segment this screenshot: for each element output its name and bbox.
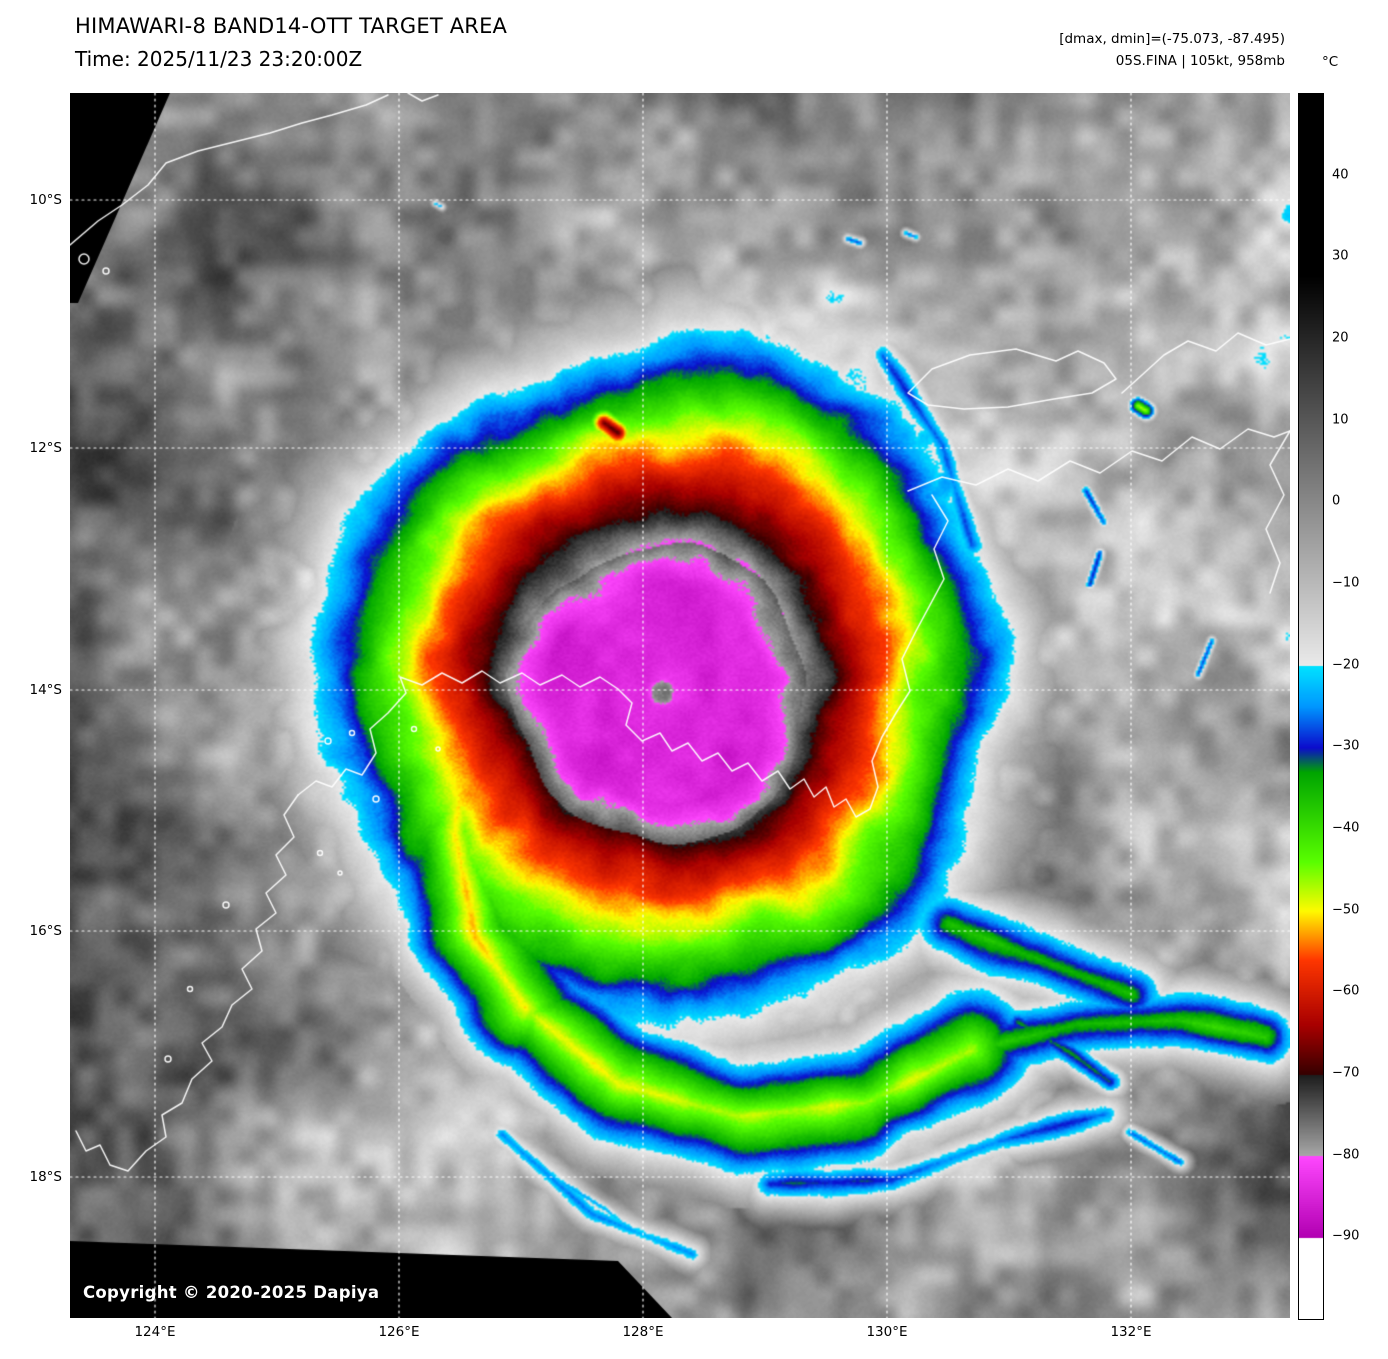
latitude-tick-label: 12°S	[29, 440, 63, 456]
colorbar-tick-label: −60	[1332, 983, 1360, 999]
dmax-dmin-label: [dmax, dmin]=(-75.073, -87.495)	[1059, 31, 1285, 47]
colorbar-tick-label: 40	[1332, 167, 1349, 183]
colorbar-tick-label: 20	[1332, 330, 1349, 346]
colorbar-unit-label: °C	[1322, 54, 1339, 70]
colorbar-tick-label: 30	[1332, 248, 1349, 264]
longitude-tick-label: 130°E	[866, 1324, 908, 1340]
product-title: HIMAWARI-8 BAND14-OTT TARGET AREA	[75, 14, 508, 38]
colorbar-tick-label: −70	[1332, 1065, 1360, 1081]
satellite-image-canvas	[70, 93, 1290, 1318]
latitude-tick-label: 14°S	[29, 682, 63, 698]
colorbar-gradient-canvas	[1299, 94, 1323, 1319]
annotation-block: [dmax, dmin]=(-75.073, -87.495) 05S.FINA…	[1059, 28, 1285, 72]
latitude-tick-label: 10°S	[29, 192, 63, 208]
longitude-tick-label: 126°E	[378, 1324, 420, 1340]
longitude-tick-label: 124°E	[134, 1324, 176, 1340]
colorbar-tick-label: −90	[1332, 1228, 1360, 1244]
longitude-tick-label: 128°E	[622, 1324, 664, 1340]
temperature-colorbar	[1298, 93, 1324, 1320]
colorbar-tick-label: 0	[1332, 493, 1341, 509]
colorbar-tick-label: −50	[1332, 902, 1360, 918]
latitude-tick-label: 18°S	[29, 1169, 63, 1185]
storm-info-label: 05S.FINA | 105kt, 958mb	[1115, 53, 1285, 69]
colorbar-tick-label: −20	[1332, 657, 1360, 673]
colorbar-tick-label: −80	[1332, 1147, 1360, 1163]
copyright-label: Copyright © 2020-2025 Dapiya	[83, 1283, 380, 1302]
satellite-map: Copyright © 2020-2025 Dapiya	[70, 93, 1290, 1318]
timestamp-label: Time: 2025/11/23 23:20:00Z	[75, 47, 363, 71]
colorbar-tick-label: −40	[1332, 820, 1360, 836]
colorbar-tick-label: −10	[1332, 575, 1360, 591]
colorbar-tick-label: −30	[1332, 738, 1360, 754]
longitude-tick-label: 132°E	[1110, 1324, 1152, 1340]
colorbar-tick-label: 10	[1332, 412, 1349, 428]
latitude-tick-label: 16°S	[29, 923, 63, 939]
